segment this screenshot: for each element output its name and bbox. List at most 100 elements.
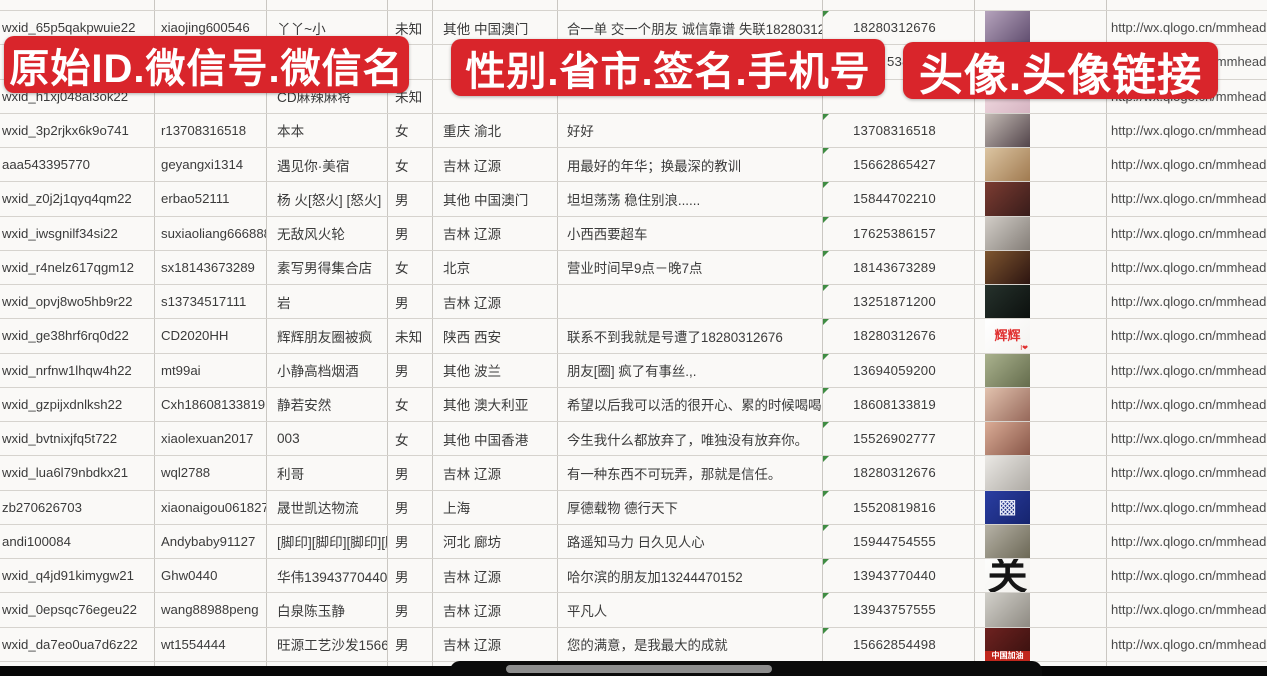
cell-avatar-url[interactable]: http://wx.qlogo.cn/mmhead [1107, 491, 1267, 524]
cell-region[interactable]: 吉林 辽源 [433, 456, 558, 490]
cell-avatar[interactable] [975, 11, 1107, 45]
cell-gender[interactable]: 男 [388, 524, 433, 558]
cell-wechat-name[interactable]: 小静高档烟酒 [267, 353, 388, 387]
cell-gender[interactable]: 男 [388, 285, 433, 319]
cell-gender[interactable]: 男 [388, 490, 433, 524]
cell-wechat-id[interactable]: geyangxi1314 [155, 148, 267, 182]
cell-phone[interactable]: 18280312676 [823, 456, 975, 490]
cell-avatar-url[interactable]: http://wx.qlogo.cn/mmhead [1107, 422, 1267, 455]
cell-wechat-id[interactable]: Cxh18608133819 [155, 387, 267, 421]
cell-wechat-id[interactable]: wt1554444 [155, 627, 267, 661]
cell-wechat-name[interactable]: [脚印][脚印][脚印][脚 [267, 524, 388, 558]
cell-phone[interactable]: 18280312676 [823, 11, 975, 45]
cell-wechat-name[interactable]: 无敌风火轮 [267, 216, 388, 250]
cell-wechat-id[interactable]: mt99ai [155, 353, 267, 387]
cell-gender[interactable]: 男 [388, 627, 433, 661]
cell-region[interactable]: 吉林 辽源 [433, 627, 558, 661]
cell-gender[interactable]: 女 [388, 250, 433, 284]
cell-wechat-name[interactable]: 遇见你·美宿 [267, 148, 388, 182]
cell-signature[interactable]: 希望以后我可以活的很开心、累的时候喝喝酒吹吹[ [558, 387, 823, 421]
cell-wechat-id[interactable]: xiaonaigou061827 [155, 490, 267, 524]
cell-wxid[interactable]: wxid_gzpijxdnlksh22 [0, 387, 155, 421]
cell-region[interactable]: 河北 廊坊 [433, 524, 558, 558]
cell-wechat-name[interactable]: 华伟13943770440 [267, 559, 388, 593]
cell-signature[interactable] [558, 79, 823, 113]
cell-phone[interactable]: 18280312676 [823, 319, 975, 353]
cell-signature[interactable]: 合一单 交一个朋友 诚信靠谱 失联18280312676 [558, 11, 823, 45]
cell-phone[interactable]: 15520819816 [823, 490, 975, 524]
cell-gender[interactable] [388, 45, 433, 79]
cell-avatar[interactable] [975, 148, 1107, 182]
cell-gender[interactable]: 男 [388, 456, 433, 490]
cell-avatar-url[interactable]: http://wx.qlogo.cn/mmhead [1107, 148, 1267, 181]
cell-signature[interactable] [558, 285, 823, 319]
cell-wechat-id[interactable]: r13708316518 [155, 113, 267, 147]
cell-region[interactable] [433, 0, 558, 10]
cell-avatar[interactable] [975, 250, 1107, 284]
cell-wechat-name[interactable]: 杨 火[怒火] [怒火] [267, 182, 388, 216]
cell-avatar[interactable] [975, 0, 1107, 10]
cell-region[interactable]: 其他 中国澳门 [433, 11, 558, 45]
cell-avatar[interactable] [975, 593, 1107, 627]
cell-signature[interactable]: 您的满意，是我最大的成就 [558, 627, 823, 661]
cell-phone[interactable]: 15662865427 [823, 148, 975, 182]
cell-avatar[interactable] [975, 182, 1107, 216]
cell-gender[interactable]: 未知 [388, 79, 433, 113]
cell-phone[interactable]: 13708316518 [823, 113, 975, 147]
cell-wxid[interactable]: wxid_3p2rjkx6k9o741 [0, 113, 155, 147]
cell-region[interactable]: 其他 中国澳门 [433, 182, 558, 216]
cell-phone[interactable]: 15844702210 [823, 182, 975, 216]
cell-region[interactable]: 其他 澳大利亚 [433, 387, 558, 421]
cell-signature[interactable]: 用最好的年华；换最深的教训 [558, 148, 823, 182]
cell-wechat-name[interactable]: 晟世凯达物流 [267, 490, 388, 524]
cell-avatar-url[interactable]: http://wx.qlogo.cn/mmhead [1107, 251, 1267, 284]
cell-wxid[interactable]: wxid_z0j2j1qyq4qm22 [0, 182, 155, 216]
cell-wechat-id[interactable]: Andybaby91127 [155, 524, 267, 558]
cell-wxid[interactable]: wxid_q4jd91kimygw21 [0, 559, 155, 593]
cell-wxid[interactable]: wxid_opvj8wo5hb9r22 [0, 285, 155, 319]
cell-phone[interactable]: 15526902777 [823, 422, 975, 456]
cell-region[interactable] [433, 79, 558, 113]
cell-wechat-id[interactable]: wql2788 [155, 456, 267, 490]
cell-wechat-id[interactable] [155, 0, 267, 10]
cell-avatar-url[interactable]: http://wx.qlogo.cn/mmhead [1107, 114, 1267, 147]
cell-avatar[interactable] [975, 456, 1107, 490]
cell-region[interactable]: 其他 波兰 [433, 353, 558, 387]
cell-wechat-name[interactable]: CD麻辣麻将 [267, 79, 388, 113]
cell-wechat-name[interactable]: 岩 [267, 285, 388, 319]
cell-wxid[interactable]: zb270626703 [0, 490, 155, 524]
cell-wechat-id[interactable]: CD2020HH [155, 319, 267, 353]
cell-avatar-url[interactable]: http://wx.qlogo.cn/mmhead [1107, 182, 1267, 215]
cell-avatar[interactable]: 辉辉 I❤ [975, 319, 1107, 353]
cell-gender[interactable]: 男 [388, 353, 433, 387]
cell-avatar-url[interactable]: http://wx.qlogo.cn/mmhead [1107, 456, 1267, 489]
cell-region[interactable]: 其他 中国香港 [433, 422, 558, 456]
cell-avatar-url[interactable]: http://wx.qlogo.cn/mmhead [1107, 319, 1267, 352]
cell-gender[interactable]: 女 [388, 113, 433, 147]
cell-wechat-id[interactable]: xiaolexuan2017 [155, 422, 267, 456]
cell-phone[interactable]: 13694059200 [823, 353, 975, 387]
cell-signature[interactable]: 坦坦荡荡 稳住别浪...... [558, 182, 823, 216]
cell-region[interactable]: 吉林 辽源 [433, 216, 558, 250]
cell-region[interactable]: 上海 [433, 490, 558, 524]
cell-wxid[interactable]: wxid_iwsgnilf34si22 [0, 216, 155, 250]
cell-phone[interactable]: 13251871200 [823, 285, 975, 319]
cell-signature[interactable]: 营业时间早9点－晚7点 [558, 250, 823, 284]
cell-wechat-name[interactable]: 素写男得集合店 [267, 250, 388, 284]
cell-wechat-name[interactable]: 本本 [267, 113, 388, 147]
cell-region[interactable]: 北京 [433, 250, 558, 284]
cell-wechat-id[interactable]: Ghw0440 [155, 559, 267, 593]
cell-wechat-id[interactable] [155, 79, 267, 113]
cell-wechat-id[interactable]: erbao52111 [155, 182, 267, 216]
cell-avatar-url[interactable]: http://wx.qlogo.cn/mmhead [1107, 593, 1267, 626]
cell-avatar[interactable] [975, 113, 1107, 147]
cell-wechat-id[interactable]: sx18143673289 [155, 250, 267, 284]
cell-phone[interactable]: 15662854498 [823, 627, 975, 661]
cell-region[interactable]: 陕西 西安 [433, 319, 558, 353]
cell-signature[interactable]: 路遥知马力 日久见人心 [558, 524, 823, 558]
cell-signature[interactable]: 小西西要超车 [558, 216, 823, 250]
cell-gender[interactable]: 男 [388, 559, 433, 593]
cell-avatar-url[interactable]: http://wx.qlogo.cn/mmhead [1107, 354, 1267, 387]
cell-gender[interactable] [388, 0, 433, 10]
cell-wechat-name[interactable] [267, 0, 388, 10]
